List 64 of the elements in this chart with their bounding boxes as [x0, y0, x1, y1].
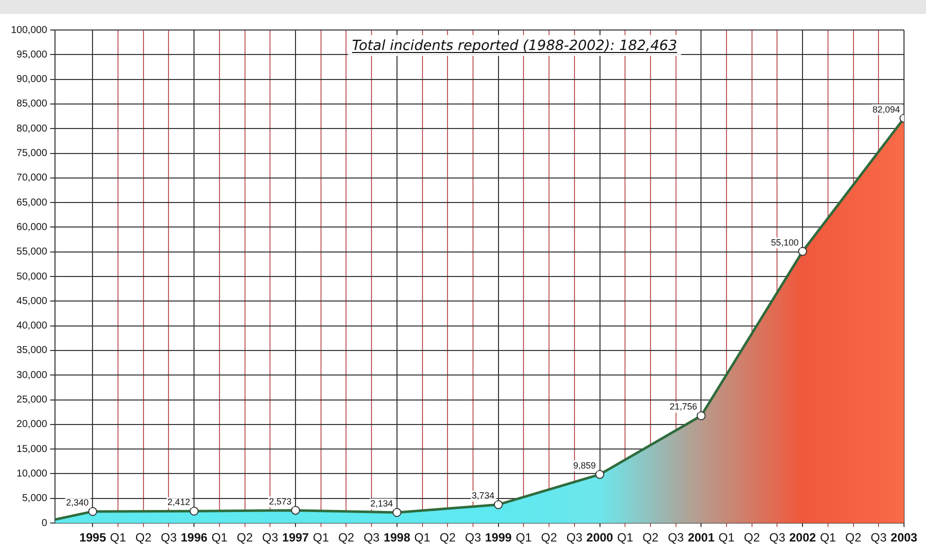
data-label: 9,859: [573, 460, 596, 470]
x-tick-label: Q1: [312, 530, 330, 544]
y-tick-label: 10,000: [16, 468, 48, 480]
y-tick-label: 90,000: [16, 74, 48, 86]
x-tick-label: Q1: [414, 530, 431, 544]
data-label: 82,094: [872, 104, 900, 114]
x-tick-label: 2001: [688, 530, 715, 544]
y-tick-label: 85,000: [16, 98, 48, 110]
y-tick-label: 75,000: [16, 148, 48, 159]
y-tick-label: 35,000: [16, 345, 48, 356]
x-tick-label: 2000: [586, 530, 614, 544]
y-tick-label: 0: [42, 518, 48, 529]
x-tick-label: Q3: [364, 530, 380, 544]
y-tick-label: 65,000: [16, 197, 48, 208]
y-tick-label: 20,000: [16, 419, 48, 430]
x-tick-label: Q2: [541, 530, 558, 544]
y-tick-label: 100,000: [10, 24, 48, 36]
x-tick-label: Q1: [110, 530, 126, 544]
y-tick-label: 30,000: [16, 370, 48, 381]
x-tick-label: 1999: [484, 530, 512, 544]
x-tick-label: Q2: [744, 530, 760, 544]
x-tick-label: 1996: [180, 530, 208, 544]
y-tick-label: 60,000: [16, 222, 48, 233]
y-tick-label: 95,000: [16, 49, 48, 60]
y-tick-label: 15,000: [16, 444, 48, 455]
x-tick-label: Q1: [718, 530, 735, 544]
y-tick-label: 55,000: [16, 246, 48, 258]
x-tick-label: Q3: [769, 530, 786, 544]
annotation: Total incidents reported (1988-2002): 182,463: [352, 38, 678, 54]
x-tick-label: Q2: [135, 530, 152, 544]
data-label: 2,573: [268, 496, 292, 506]
x-tick-label: Q3: [160, 530, 178, 544]
y-tick-label: 5,000: [22, 493, 48, 504]
x-tick-label: Q1: [617, 530, 634, 544]
x-tick-label: Q3: [668, 530, 684, 544]
data-label: 55,100: [771, 237, 799, 248]
x-tick-label: Q2: [440, 530, 456, 544]
x-tick-label: Q2: [642, 530, 659, 544]
x-tick-label: 2002: [789, 530, 816, 544]
y-tick-label: 80,000: [16, 123, 48, 134]
x-tick-label: Q3: [464, 530, 482, 544]
y-tick-label: 40,000: [16, 320, 48, 332]
x-tick-label: Q1: [516, 530, 532, 544]
x-tick-label: 1998: [384, 530, 411, 544]
data-label: 21,756: [670, 402, 698, 412]
data-label: 2,412: [168, 497, 190, 508]
y-tick-label: 50,000: [16, 271, 48, 282]
x-tick-label: 1997: [282, 530, 310, 544]
x-tick-label: Q2: [236, 530, 254, 544]
x-tick-label: Q3: [566, 530, 583, 544]
x-tick-label: Q3: [870, 530, 887, 544]
x-tick-label: Q1: [211, 530, 228, 544]
y-tick-label: 45,000: [16, 296, 48, 307]
y-tick-label: 25,000: [16, 394, 48, 406]
x-tick-label: Q2: [845, 530, 862, 544]
y-tick-label: 70,000: [16, 172, 48, 184]
data-label: 3,734: [472, 490, 494, 501]
data-label: 2,340: [66, 497, 89, 508]
x-tick-label: 1995: [79, 530, 106, 544]
x-tick-label: Q3: [262, 530, 278, 544]
data-label: 2,134: [370, 498, 393, 508]
x-tick-label: 2003: [890, 530, 918, 544]
x-tick-label: Q1: [820, 530, 836, 544]
x-tick-label: Q2: [338, 530, 355, 544]
